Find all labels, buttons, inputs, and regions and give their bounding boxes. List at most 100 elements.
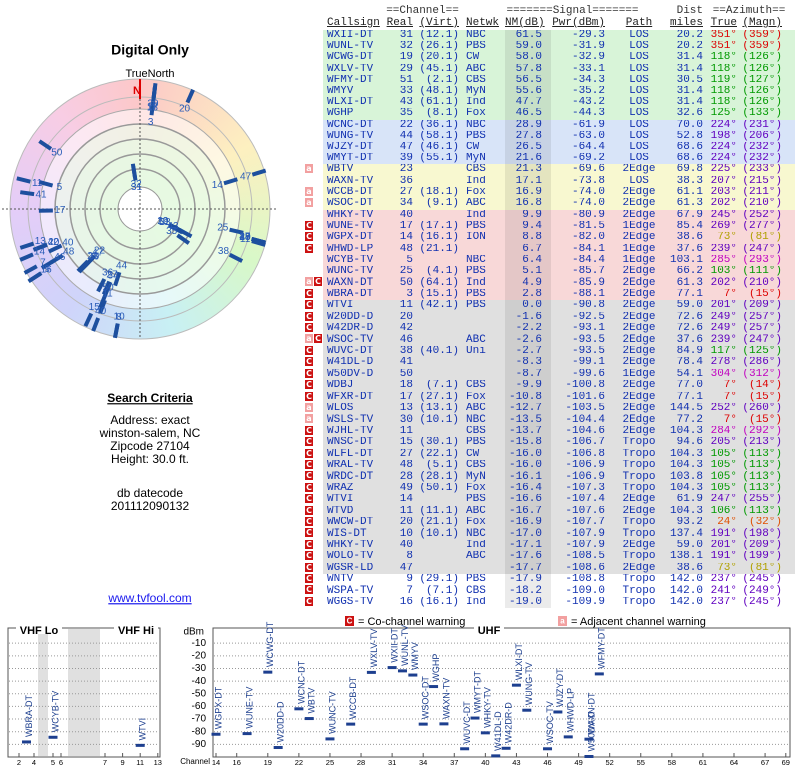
table-cell: WSPA-TV — [323, 585, 386, 597]
station-mark — [366, 670, 376, 674]
station-label: 14 — [212, 180, 224, 191]
table-cell: 11 — [386, 300, 413, 312]
table-cell: ION — [459, 232, 505, 244]
table-cell: (126°) — [737, 63, 795, 75]
table-cell: LOS — [611, 85, 667, 98]
station-mark — [594, 672, 604, 676]
table-cell: 2Edge — [611, 209, 667, 221]
station-bar — [130, 163, 138, 178]
table-cell: (277°) — [737, 220, 795, 233]
table-cell: MyN — [459, 471, 505, 483]
warning-icon: C — [305, 220, 313, 230]
table-cell — [413, 551, 459, 563]
table-cell: -108.8 — [551, 574, 611, 586]
warning-cell — [305, 17, 323, 30]
vhf-panel — [7, 627, 161, 758]
column-header: Netwk — [466, 17, 500, 29]
x-tick-label: 52 — [606, 758, 614, 767]
table-cell: (18.1) — [413, 186, 459, 199]
legend-icon — [558, 616, 567, 626]
station-label: 29 — [157, 216, 169, 227]
table-cell: 48 — [386, 459, 413, 472]
station-bar — [40, 259, 55, 270]
table-cell: 198° — [703, 130, 737, 142]
table-cell: (206°) — [737, 130, 795, 142]
table-cell: 7° — [703, 391, 737, 403]
station-bar — [149, 101, 156, 116]
table-cell: -103.5 — [551, 402, 611, 415]
table-cell: WLXI-DT — [323, 97, 386, 109]
table-cell: -2.6 — [505, 334, 551, 346]
table-cell: 20.2 — [667, 30, 703, 42]
station-label: 10 — [114, 311, 126, 322]
warning-icon: C — [305, 311, 313, 321]
station-mark — [418, 722, 428, 726]
table-cell: Fox — [459, 391, 505, 403]
table-cell: 17 — [386, 391, 413, 403]
table-cell: -64.4 — [551, 141, 611, 154]
table-cell: -63.0 — [551, 130, 611, 142]
warning-icon: C — [305, 459, 313, 469]
table-cell: 14 — [386, 232, 413, 244]
table-cell: (312°) — [737, 368, 795, 381]
warning-icon: C — [305, 243, 313, 253]
table-cell: 59.0 — [667, 300, 703, 312]
table-cell: 37.6 — [667, 334, 703, 346]
warning-cell: C — [305, 551, 323, 563]
station-mark — [429, 685, 439, 689]
table-cell: 78.4 — [667, 357, 703, 369]
table-cell: -93.5 — [551, 334, 611, 346]
legend-icon-letter: a — [560, 617, 565, 626]
warning-icon: a — [305, 164, 313, 174]
station-name: W42DR-D — [503, 702, 513, 744]
table-cell: 31.4 — [667, 52, 703, 64]
table-cell: Fox — [459, 482, 505, 495]
warning-icon: C — [305, 288, 313, 298]
table-cell: (7.1) — [413, 380, 459, 392]
table-cell: 52.8 — [667, 130, 703, 142]
table-cell: 247° — [703, 494, 737, 506]
table-cell: PBS — [459, 288, 505, 301]
table-cell: Tropo — [611, 596, 667, 609]
table-cell: 278° — [703, 357, 737, 369]
column-header: Path — [625, 17, 653, 29]
warning-cell: C — [305, 471, 323, 483]
warning-cell — [305, 266, 323, 278]
site-link[interactable]: www.tvfool.com — [107, 591, 191, 605]
x-axis-label: Channel — [180, 757, 210, 766]
station-label: 50 — [51, 148, 63, 159]
y-tick-label: -40 — [192, 676, 207, 687]
table-cell: (210°) — [737, 198, 795, 210]
table-cell: WRAL-TV — [323, 459, 386, 472]
station-bar — [91, 317, 101, 332]
station-mark — [211, 732, 221, 736]
station-bar — [76, 259, 90, 273]
column-header: miles — [669, 17, 703, 29]
table-cell: (16.1) — [413, 232, 459, 244]
warning-cell: a — [305, 414, 323, 426]
table-cell: 20.2 — [667, 41, 703, 53]
table-cell: (46.1) — [413, 141, 459, 154]
warning-cell: C — [305, 300, 323, 312]
x-tick-label: 22 — [295, 758, 303, 767]
table-cell: 7° — [703, 380, 737, 392]
table-cell — [413, 357, 459, 369]
station-name: WGHP — [431, 654, 441, 682]
table-cell: (231°) — [737, 119, 795, 131]
warning-icon: C — [314, 334, 322, 344]
table-cell: 1Edge — [611, 255, 667, 267]
station-row: C WUNE-TV 17 (17.1) PBS 9.4 -81.5 1Edge 85.4 269°… — [305, 220, 795, 233]
table-cell: 144.5 — [667, 402, 703, 415]
table-cell: 2Edge — [611, 300, 667, 312]
table-cell: (252°) — [737, 209, 795, 221]
table-cell: WHKY-TV — [323, 209, 386, 221]
warning-icon: C — [305, 300, 313, 310]
warning-icon: a — [305, 277, 313, 287]
table-cell: LOS — [611, 52, 667, 64]
label-bg — [114, 624, 158, 634]
polar-title: Digital Only — [111, 42, 189, 58]
warning-icon: C — [305, 391, 313, 401]
table-cell: 237° — [703, 596, 737, 609]
station-name: WUNE-TV — [244, 687, 254, 729]
